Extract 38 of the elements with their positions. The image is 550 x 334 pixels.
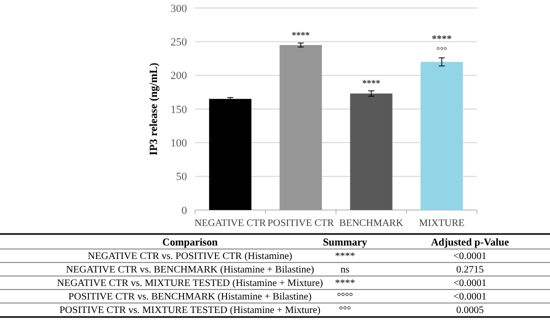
text: NEGATIVE CTR vs. BENCHMARK (Histamine + Bilastine) (66, 264, 314, 276)
y-tick-label: 50 (176, 171, 188, 184)
text: Comparison (162, 238, 218, 248)
text: POSITIVE CTR vs. BENCHMARK (Histamine + Bilastine) (68, 292, 312, 302)
text: NEGATIVE CTR vs. MIXTURE TESTED (Histamine + Mixture) (57, 278, 323, 289)
text: ns (340, 264, 350, 276)
x-tick-label: POSITIVE CTR (268, 218, 334, 229)
text: **** (335, 278, 355, 289)
bar (209, 98, 252, 210)
y-tick-label: 0 (182, 204, 188, 217)
annotation: **** (432, 34, 452, 45)
x-tick-label: BENCHMARK (339, 218, 404, 229)
y-tick-label: 250 (170, 36, 188, 49)
text: **** (335, 251, 355, 262)
y-axis-title: IP3 release (ng/mL) (148, 62, 160, 156)
text: <0.0001 (453, 292, 487, 302)
y-tick-label: 300 (170, 2, 188, 15)
x-tick-label: NEGATIVE CTR (194, 218, 266, 229)
text: 0.2715 (456, 264, 484, 276)
annotation: °°° (436, 44, 448, 55)
text: NEGATIVE CTR vs. POSITIVE CTR (Histamine) (88, 251, 292, 262)
text: 0.0005 (456, 305, 484, 316)
text: <0.0001 (453, 278, 487, 289)
y-tick-label: 200 (170, 70, 188, 82)
text: POSITIVE CTR vs. MIXTURE TESTED (Histamine + Mixture) (60, 305, 320, 316)
text: Summary (322, 238, 368, 248)
bar (350, 94, 392, 210)
text: °°°° (337, 292, 353, 302)
annotation: **** (362, 78, 381, 88)
annotation: **** (292, 30, 310, 40)
y-tick-label: 150 (170, 104, 188, 116)
y-tick-label: 100 (170, 138, 188, 150)
text: Adjusted p-Value (430, 238, 510, 248)
bar (420, 62, 463, 210)
text: °°° (339, 305, 351, 316)
text: <0.0001 (453, 251, 487, 262)
x-tick-label: MIXTURE (418, 218, 465, 229)
bar (280, 45, 322, 210)
